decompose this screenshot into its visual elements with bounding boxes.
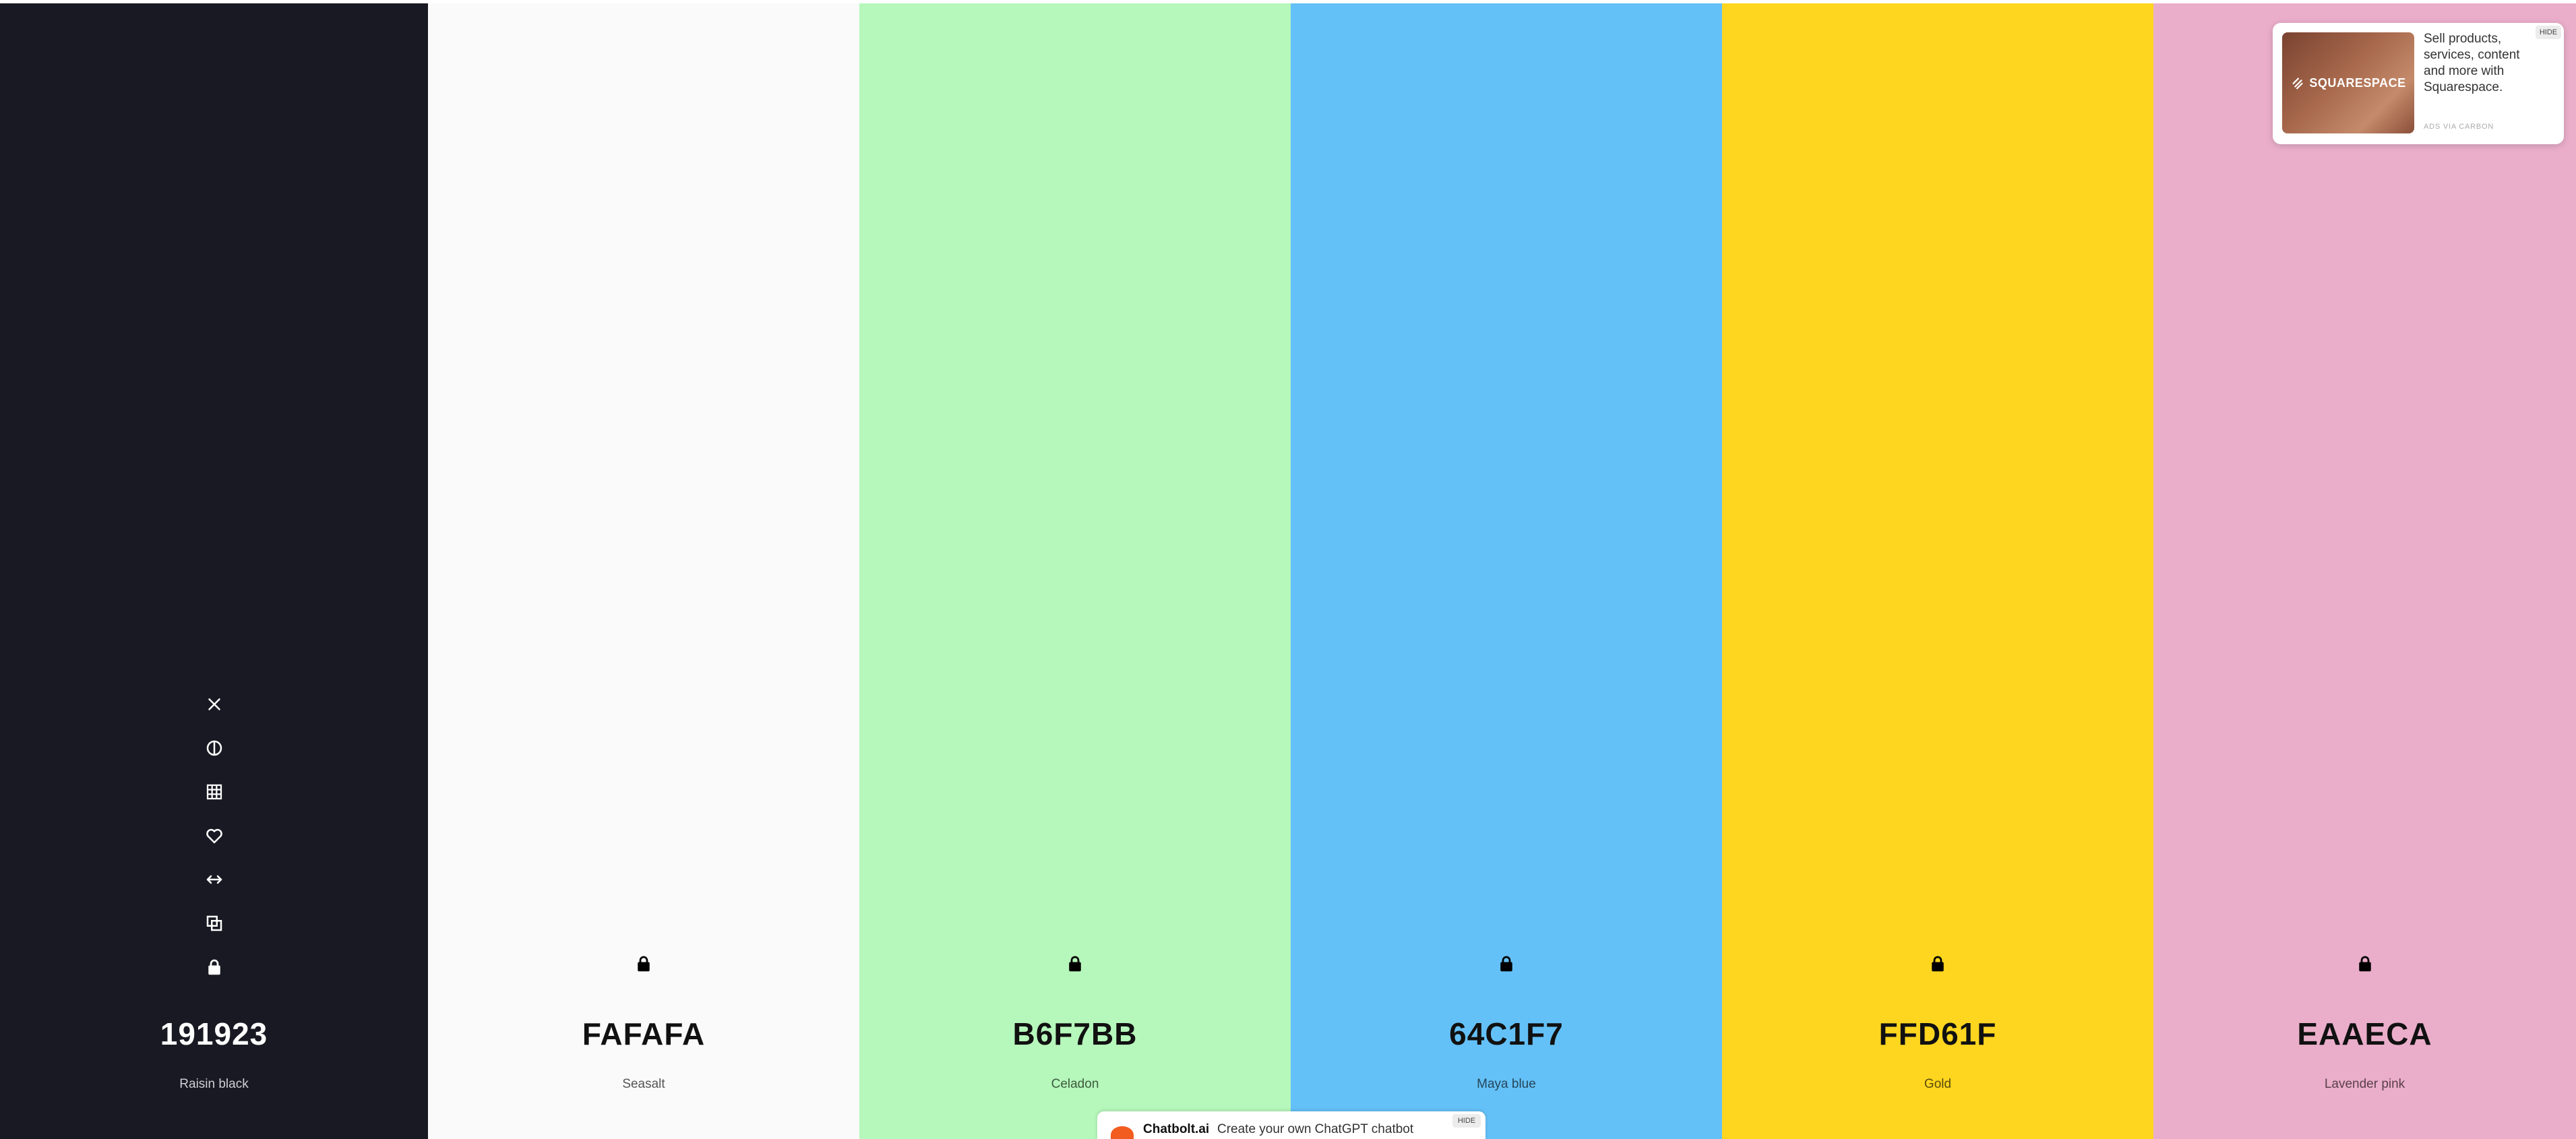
- ad-text[interactable]: Sell products, services, content and mor…: [2424, 32, 2520, 94]
- contrast-icon: [206, 740, 222, 756]
- lock-button[interactable]: [1919, 945, 1957, 983]
- copy-button[interactable]: [195, 904, 233, 942]
- contrast-button[interactable]: [195, 729, 233, 767]
- color-hex[interactable]: EAAECA: [2297, 1016, 2432, 1051]
- lock-icon: [1500, 956, 1512, 972]
- lock-icon: [208, 959, 220, 975]
- lock-icon: [638, 956, 650, 972]
- column-tools: [194, 685, 235, 992]
- lock-button[interactable]: [195, 948, 233, 986]
- drag-button[interactable]: [195, 861, 233, 898]
- color-name[interactable]: Maya blue: [1477, 1077, 1536, 1091]
- view-shades-button[interactable]: [195, 773, 233, 811]
- favorite-button[interactable]: [195, 817, 233, 855]
- bottom-ad-text[interactable]: Create your own ChatGPT chatbot: [1217, 1122, 1414, 1136]
- copy-icon: [206, 915, 222, 931]
- lock-icon: [2358, 956, 2371, 972]
- lock-button[interactable]: [625, 945, 663, 983]
- close-icon: [208, 698, 220, 710]
- drag-arrows-icon: [206, 875, 222, 884]
- lock-button[interactable]: [1488, 945, 1525, 983]
- color-hex[interactable]: 191923: [160, 1016, 268, 1051]
- palette: 191923 Raisin black FAFAFA Seasalt B6F7B…: [0, 3, 2576, 1139]
- color-column-2[interactable]: FAFAFA Seasalt: [428, 3, 859, 1139]
- color-name[interactable]: Lavender pink: [2324, 1077, 2405, 1091]
- color-name[interactable]: Seasalt: [622, 1077, 665, 1091]
- ad-hide-button[interactable]: HIDE: [2536, 26, 2561, 39]
- color-column-1[interactable]: 191923 Raisin black: [0, 3, 428, 1139]
- color-name[interactable]: Gold: [1924, 1077, 1952, 1091]
- color-name[interactable]: Celadon: [1051, 1077, 1099, 1091]
- bottom-ad-banner[interactable]: Chatbolt.ai Create your own ChatGPT chat…: [1097, 1111, 1485, 1139]
- bottom-ad-hide-button[interactable]: HIDE: [1452, 1114, 1481, 1128]
- chatbolt-logo-icon: [1111, 1126, 1134, 1139]
- heart-icon: [206, 828, 222, 844]
- color-column-4[interactable]: 64C1F7 Maya blue: [1291, 3, 1722, 1139]
- squarespace-logo-icon: [2292, 78, 2303, 90]
- lock-button[interactable]: [2346, 945, 2384, 983]
- carbon-ad[interactable]: SQUARESPACE Sell products, services, con…: [2273, 23, 2564, 144]
- bottom-ad-brand[interactable]: Chatbolt.ai: [1143, 1122, 1210, 1136]
- lock-icon: [1932, 956, 1944, 972]
- color-column-5[interactable]: FFD61F Gold: [1722, 3, 2153, 1139]
- lock-icon: [1069, 956, 1081, 972]
- color-hex[interactable]: FFD61F: [1878, 1016, 1997, 1051]
- color-name[interactable]: Raisin black: [179, 1077, 249, 1091]
- color-hex[interactable]: 64C1F7: [1449, 1016, 1564, 1051]
- ad-image-logo: SQUARESPACE: [2309, 75, 2406, 90]
- lock-button[interactable]: [1056, 945, 1094, 983]
- ad-via-link[interactable]: ADS VIA CARBON: [2424, 123, 2494, 131]
- shades-icon: [206, 784, 222, 800]
- color-hex[interactable]: B6F7BB: [1012, 1016, 1138, 1051]
- ad-image[interactable]: SQUARESPACE: [2282, 32, 2414, 133]
- color-hex[interactable]: FAFAFA: [582, 1016, 706, 1051]
- remove-color-button[interactable]: [195, 685, 233, 723]
- color-column-6[interactable]: EAAECA Lavender pink: [2153, 3, 2576, 1139]
- color-column-3[interactable]: B6F7BB Celadon: [859, 3, 1291, 1139]
